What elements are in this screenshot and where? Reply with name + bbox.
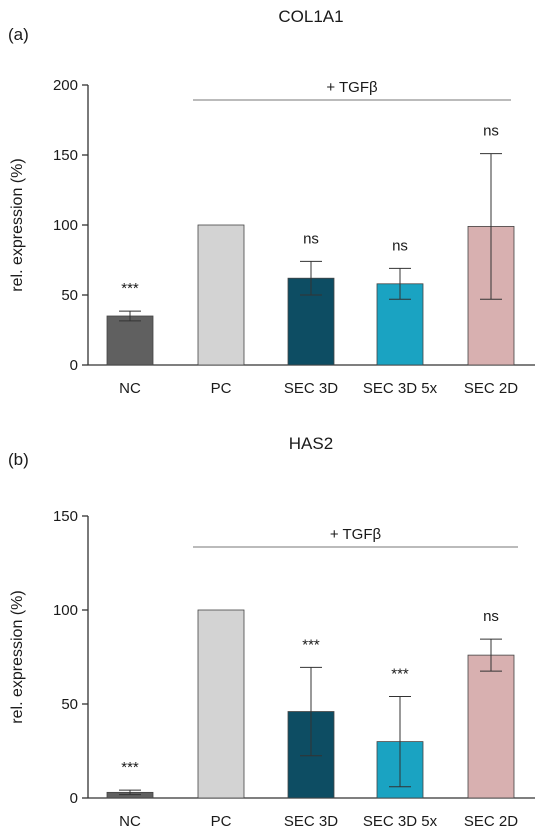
y-tick-label: 200 <box>53 77 78 94</box>
significance-label: *** <box>121 280 139 297</box>
category-label: NC <box>119 380 141 397</box>
category-label: SEC 3D 5x <box>363 380 438 397</box>
significance-label: ns <box>392 237 408 254</box>
significance-label: ns <box>303 230 319 247</box>
treatment-bracket-label: + TGFβ <box>330 526 382 543</box>
category-label: SEC 3D <box>284 813 338 830</box>
y-tick-label: 150 <box>53 147 78 164</box>
y-tick-label: 0 <box>70 790 78 807</box>
y-tick-label: 50 <box>61 287 78 304</box>
category-label: PC <box>211 813 232 830</box>
y-tick-label: 50 <box>61 696 78 713</box>
panel-a: (a) COL1A1 rel. expression (%) 0 50 100 150 200… <box>8 7 535 397</box>
y-axis-label: rel. expression (%) <box>9 158 26 291</box>
category-label: SEC 2D <box>464 380 518 397</box>
panel-b: (b) HAS2 rel. expression (%) 0 50 100 150 + TGF… <box>8 434 535 830</box>
significance-label: ns <box>483 123 499 140</box>
y-tick-label: 100 <box>53 217 78 234</box>
significance-label: ns <box>483 608 499 625</box>
chart-title: COL1A1 <box>278 7 343 26</box>
treatment-bracket-label: + TGFβ <box>326 79 378 96</box>
category-label: SEC 2D <box>464 813 518 830</box>
y-tick-label: 100 <box>53 602 78 619</box>
bar <box>197 609 245 799</box>
bar <box>467 654 515 799</box>
y-axis-label: rel. expression (%) <box>9 590 26 723</box>
bar <box>106 315 154 366</box>
significance-label: *** <box>121 759 139 776</box>
category-label: NC <box>119 813 141 830</box>
panel-label: (a) <box>8 25 29 44</box>
chart-title: HAS2 <box>289 434 333 453</box>
significance-label: *** <box>391 665 409 682</box>
bar <box>197 224 245 366</box>
category-label: SEC 3D 5x <box>363 813 438 830</box>
significance-label: *** <box>302 636 320 653</box>
category-label: SEC 3D <box>284 380 338 397</box>
y-tick-label: 0 <box>70 357 78 374</box>
panel-label: (b) <box>8 450 29 469</box>
category-label: PC <box>211 380 232 397</box>
y-tick-label: 150 <box>53 508 78 525</box>
